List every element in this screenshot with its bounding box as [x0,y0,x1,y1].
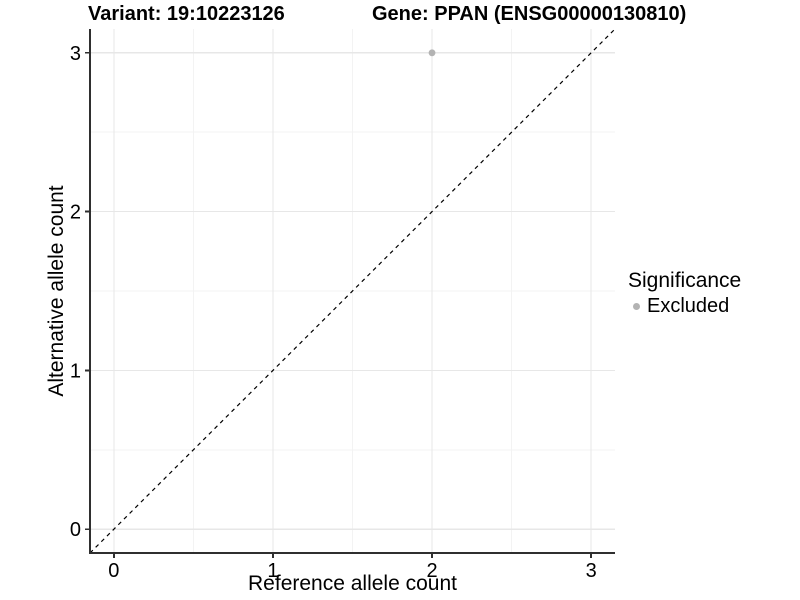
y-axis-label: Alternative allele count [45,185,68,397]
y-tick-label: 2 [70,202,81,224]
x-tick-label: 2 [426,560,437,582]
x-axis-label: Reference allele count [248,572,457,595]
legend-title: Significance [628,269,742,292]
legend-item-label: Excluded [647,295,730,317]
x-tick-label: 1 [267,560,278,582]
legend: Significance Excluded [628,268,741,317]
data-point [428,49,436,57]
x-tick-label: 0 [108,560,119,582]
y-tick-label: 0 [70,519,81,541]
legend-point-icon [633,302,640,310]
identity-dashed-line [89,28,616,554]
y-tick-label: 1 [70,360,81,382]
legend-item: Excluded [628,295,741,317]
gene-title: Gene: PPAN (ENSG00000130810) [372,3,687,25]
x-tick-label: 3 [586,560,597,582]
variant-title: Variant: 19:10223126 [88,3,285,25]
y-tick-label: 3 [70,43,81,65]
